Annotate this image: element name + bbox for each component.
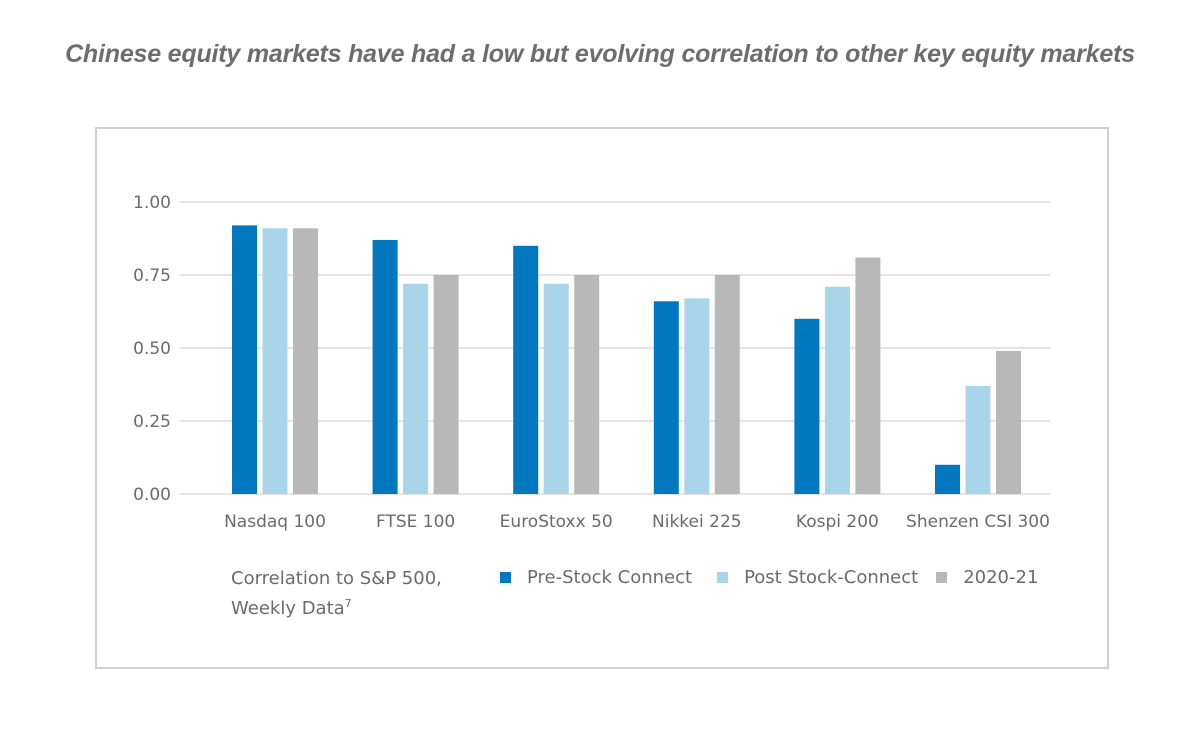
- chart-frame: [95, 127, 1109, 669]
- bar-post: [965, 385, 991, 494]
- x-tick-label: EuroStoxx 50: [500, 512, 613, 532]
- y-tick-label: 0.00: [133, 485, 171, 505]
- y-tick-labels: 1.00 0.75 0.50 0.25 0.00: [133, 193, 171, 505]
- legend-note: Correlation to S&P 500, Weekly Data7: [231, 566, 442, 621]
- y-tick-label: 0.75: [133, 266, 171, 286]
- note-line-2-text: Weekly Data: [231, 598, 345, 619]
- x-tick-labels: Nasdaq 100 FTSE 100 EuroStoxx 50 Nikkei 225…: [224, 512, 1050, 532]
- y-tick-label: 0.50: [133, 339, 171, 359]
- bar-pre: [372, 239, 398, 494]
- note-line-1: Correlation to S&P 500,: [231, 568, 442, 589]
- x-tick-label: Shenzen CSI 300: [906, 512, 1050, 532]
- gridlines: [180, 201, 1050, 495]
- bar-post: [543, 283, 569, 494]
- bar-pre: [794, 318, 820, 494]
- bar-recent: [574, 275, 600, 494]
- bar-recent: [293, 228, 318, 494]
- legend-label-recent: 2020-21: [963, 567, 1039, 588]
- legend-item-recent: 2020-21: [936, 567, 1038, 588]
- bar-recent: [996, 350, 1021, 494]
- legend-swatch-post: [717, 572, 729, 583]
- y-tick-label: 0.25: [133, 412, 171, 432]
- legend-swatch-pre: [500, 572, 511, 583]
- footnote-marker: 7: [344, 597, 352, 610]
- legend-item-post: Post Stock-Connect: [717, 567, 918, 588]
- note-line-2: Weekly Data7: [231, 591, 442, 621]
- bars: [232, 225, 1021, 495]
- legend: Pre-Stock Connect Post Stock-Connect 202…: [500, 567, 1038, 588]
- bar-post: [403, 283, 429, 494]
- bar-recent: [855, 257, 881, 494]
- bar-post: [824, 286, 850, 494]
- legend-item-pre: Pre-Stock Connect: [500, 567, 692, 588]
- y-tick-label: 1.00: [133, 193, 171, 213]
- chart-headline: Chinese equity markets have had a low bu…: [65, 40, 1135, 68]
- bar-post: [262, 228, 288, 494]
- legend-label-pre: Pre-Stock Connect: [527, 567, 693, 588]
- x-tick-label: Nikkei 225: [652, 512, 742, 532]
- x-tick-label: FTSE 100: [376, 512, 455, 532]
- x-tick-label: Kospi 200: [796, 512, 879, 532]
- bar-recent: [433, 275, 459, 494]
- legend-label-post: Post Stock-Connect: [744, 567, 919, 588]
- bar-pre: [513, 245, 539, 494]
- bar-post: [684, 298, 710, 494]
- legend-swatch-recent: [936, 572, 948, 583]
- bar-pre: [935, 464, 960, 494]
- x-tick-label: Nasdaq 100: [224, 512, 326, 532]
- bar-pre: [232, 225, 257, 495]
- bar-recent: [714, 275, 740, 494]
- bar-pre: [653, 301, 679, 494]
